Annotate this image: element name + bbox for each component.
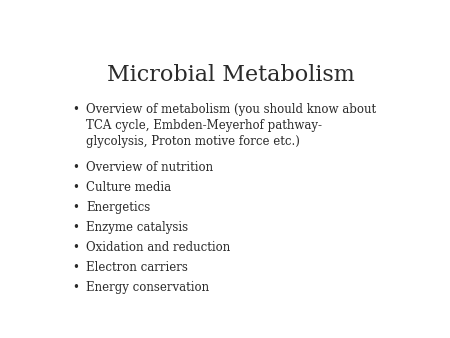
Text: •: •	[72, 201, 79, 214]
Text: Culture media: Culture media	[86, 180, 171, 194]
Text: •: •	[72, 161, 79, 173]
Text: Overview of nutrition: Overview of nutrition	[86, 161, 213, 173]
Text: •: •	[72, 221, 79, 234]
Text: Oxidation and reduction: Oxidation and reduction	[86, 241, 230, 254]
Text: Microbial Metabolism: Microbial Metabolism	[107, 64, 355, 86]
Text: Overview of metabolism (you should know about
TCA cycle, Embden-Meyerhof pathway: Overview of metabolism (you should know …	[86, 103, 376, 148]
Text: •: •	[72, 241, 79, 254]
Text: •: •	[72, 180, 79, 194]
Text: •: •	[72, 281, 79, 294]
Text: Enzyme catalysis: Enzyme catalysis	[86, 221, 188, 234]
Text: Energetics: Energetics	[86, 201, 150, 214]
Text: Energy conservation: Energy conservation	[86, 281, 209, 294]
Text: •: •	[72, 103, 79, 116]
Text: •: •	[72, 261, 79, 274]
Text: Electron carriers: Electron carriers	[86, 261, 188, 274]
